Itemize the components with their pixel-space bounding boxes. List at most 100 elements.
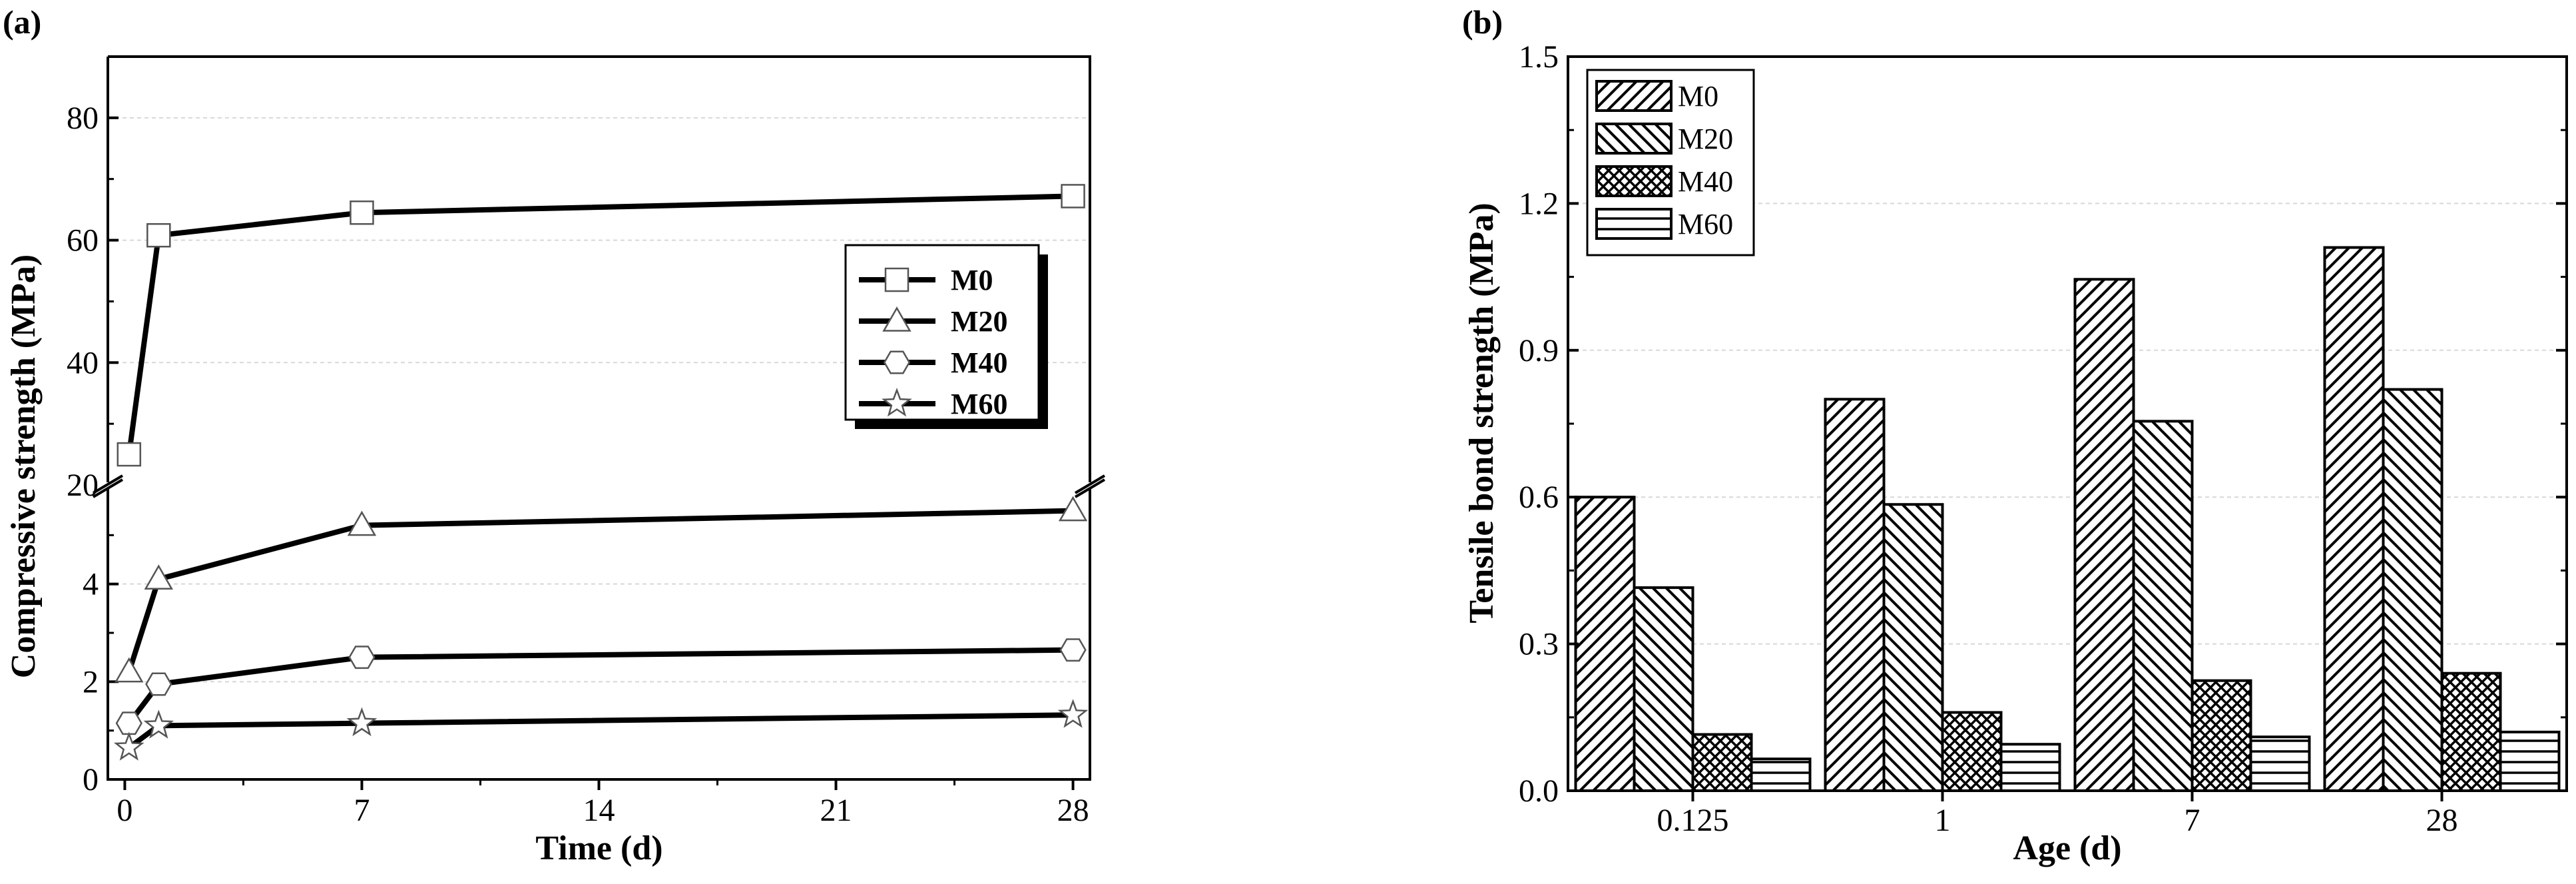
series-m0 bbox=[117, 184, 1085, 467]
legend-label: M60 bbox=[1678, 208, 1733, 240]
series-m40 bbox=[115, 638, 1087, 735]
data-point bbox=[348, 646, 376, 669]
data-point bbox=[1061, 184, 1085, 209]
panel-a: (a) 0 2 4 20 40 60 80 0 7 14 21 28 Time (d) Compres… bbox=[3, 3, 1106, 867]
y-tick-label: 0.3 bbox=[1519, 627, 1559, 662]
x-tick-label: 28 bbox=[1057, 793, 1089, 828]
axis-break-mark bbox=[1074, 474, 1106, 498]
bar-m40 bbox=[1941, 711, 2003, 793]
data-point bbox=[113, 731, 144, 761]
y-tick-label: 2 bbox=[83, 664, 99, 699]
x-tick-label: 7 bbox=[2185, 803, 2200, 838]
data-point bbox=[350, 200, 374, 225]
data-point bbox=[1059, 638, 1087, 662]
bar-m60 bbox=[2499, 730, 2561, 792]
series-m20 bbox=[115, 496, 1088, 683]
y-tick-label: 0 bbox=[83, 762, 99, 797]
panel-b: (b) 0.00.30.60.91.21.50.125 1 7 28 Age (d) … bbox=[1462, 3, 2568, 867]
series-line bbox=[126, 193, 1073, 455]
y-tick-label: 0.9 bbox=[1519, 333, 1559, 368]
legend-label: M40 bbox=[1678, 165, 1733, 198]
x-tick-label: 14 bbox=[583, 793, 615, 828]
panel-a-xlabel: Time (d) bbox=[535, 829, 662, 867]
panel-b-ylabel: Tensile bond strength (MPa) bbox=[1463, 203, 1501, 623]
series-line bbox=[127, 647, 1073, 725]
bar-m60 bbox=[2249, 735, 2311, 792]
bar-m40 bbox=[2190, 679, 2252, 793]
legend-item-m60: M60 bbox=[859, 387, 1008, 420]
legend-swatch bbox=[1595, 123, 1673, 155]
data-point bbox=[145, 672, 172, 696]
y-tick-label: 20 bbox=[67, 468, 99, 503]
legend-item-m0: M0 bbox=[1595, 80, 1718, 113]
panel-a-ylabel: Compressive strength (MPa) bbox=[5, 254, 43, 678]
panel-b-bars bbox=[1574, 246, 2561, 793]
series-line bbox=[126, 508, 1073, 673]
legend-label: M0 bbox=[951, 264, 993, 296]
panel-b-ticks: 0.0 0.3 0.6 0.9 1.2 1.5 0.125 1 7 28 bbox=[1519, 39, 2567, 838]
bar-m20 bbox=[1633, 586, 1694, 792]
legend-marker bbox=[882, 306, 911, 332]
legend-item-m0: M0 bbox=[859, 264, 993, 296]
legend-item-m20: M20 bbox=[1595, 123, 1733, 155]
bar-m0 bbox=[1824, 398, 1886, 792]
data-point bbox=[346, 707, 378, 737]
data-point bbox=[115, 711, 142, 735]
data-point bbox=[117, 442, 142, 467]
legend-swatch bbox=[1595, 80, 1673, 112]
data-point bbox=[143, 709, 174, 739]
bar-m40 bbox=[1691, 733, 1753, 792]
bar-m20 bbox=[1882, 503, 1944, 792]
bar-m60 bbox=[1999, 743, 2061, 792]
x-tick-label: 1 bbox=[1935, 803, 1951, 838]
x-tick-label: 7 bbox=[354, 793, 370, 828]
bar-m20 bbox=[2382, 388, 2444, 792]
y-tick-label: 40 bbox=[67, 345, 99, 380]
panel-b-legend: M0 M20 M40 M60 bbox=[1586, 69, 1755, 256]
legend-item-m60: M60 bbox=[1595, 208, 1733, 240]
legend-label: M0 bbox=[1678, 80, 1718, 113]
panel-b-label: (b) bbox=[1462, 3, 1503, 41]
x-tick-label: 0 bbox=[117, 793, 132, 828]
panel-a-grid bbox=[108, 117, 1090, 683]
legend-swatch bbox=[1595, 165, 1673, 197]
y-tick-label: 60 bbox=[67, 223, 99, 258]
data-point bbox=[347, 510, 377, 536]
y-tick-label: 1.2 bbox=[1519, 186, 1559, 221]
legend-item-m40: M40 bbox=[859, 346, 1008, 379]
y-tick-label: 80 bbox=[67, 101, 99, 136]
panel-b-xlabel: Age (d) bbox=[2013, 829, 2121, 867]
data-point bbox=[146, 222, 171, 248]
axis-break-mark bbox=[92, 474, 124, 498]
bar-m20 bbox=[2132, 420, 2194, 792]
legend-marker bbox=[883, 350, 911, 374]
x-tick-label: 28 bbox=[2426, 803, 2458, 838]
bar-m0 bbox=[1574, 496, 1636, 792]
series-line bbox=[127, 712, 1073, 750]
legend-label: M60 bbox=[951, 388, 1008, 420]
legend-label: M20 bbox=[1678, 123, 1733, 155]
y-tick-label: 0.6 bbox=[1519, 480, 1559, 515]
panel-a-ticks: 0 2 4 20 40 60 80 0 7 14 21 28 bbox=[67, 55, 1089, 828]
panel-a-series bbox=[113, 184, 1089, 761]
data-point bbox=[1058, 496, 1088, 522]
y-tick-label: 1.5 bbox=[1519, 39, 1559, 75]
legend-label: M40 bbox=[951, 346, 1008, 379]
legend-marker bbox=[884, 267, 909, 292]
bar-m40 bbox=[2440, 671, 2502, 792]
x-tick-label: 0.125 bbox=[1657, 803, 1729, 838]
y-tick-label: 4 bbox=[83, 567, 99, 602]
legend-item-m40: M40 bbox=[1595, 165, 1733, 198]
y-tick-label: 0.0 bbox=[1519, 773, 1559, 809]
legend-item-m20: M20 bbox=[859, 305, 1008, 338]
series-m60 bbox=[113, 699, 1089, 761]
data-point bbox=[1057, 699, 1089, 728]
bar-m60 bbox=[1750, 757, 1812, 793]
legend-label: M20 bbox=[951, 305, 1008, 338]
legend-marker bbox=[882, 387, 912, 417]
panel-a-legend: M0 M20 M40 M60 bbox=[844, 244, 1048, 429]
legend-swatch bbox=[1595, 208, 1673, 240]
panel-a-label: (a) bbox=[3, 3, 41, 41]
bar-m0 bbox=[2073, 278, 2135, 793]
